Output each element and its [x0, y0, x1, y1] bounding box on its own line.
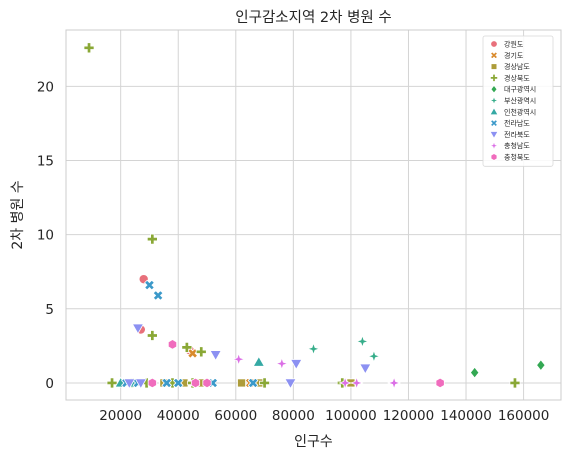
x-tick-label: 120000	[383, 408, 435, 424]
y-axis-label: 2차 병원 수	[10, 180, 26, 249]
data-point	[306, 341, 321, 356]
data-point	[274, 356, 289, 371]
data-point	[349, 375, 364, 390]
data-point	[181, 341, 193, 353]
legend-marker	[489, 51, 499, 60]
data-point	[247, 377, 259, 389]
grid	[66, 30, 561, 400]
y-tick-label: 20	[37, 79, 54, 95]
y-tick-label: 0	[45, 376, 54, 392]
x-tick-label: 60000	[214, 408, 257, 424]
data-point	[123, 378, 136, 390]
axis-ticks: 20000 40000 60000 80000 100000 120000 140000 16…	[37, 79, 550, 424]
legend-label: 경상남도	[504, 62, 530, 71]
data-point	[536, 359, 546, 372]
data-point	[509, 377, 521, 389]
legend-marker	[489, 107, 499, 116]
legend-label: 인천광역시	[504, 107, 536, 116]
legend: 강원도경기도경상남도경상북도대구광역시부산광역시인천광역시전라남도전라북도충청남…	[482, 35, 554, 167]
chart-title: 인구감소지역 2차 병원 수	[235, 9, 391, 26]
data-point	[190, 377, 201, 389]
data-point	[83, 42, 95, 54]
legend-label: 전라북도	[504, 130, 530, 139]
legend-marker	[490, 40, 498, 48]
legend-label: 경상북도	[504, 73, 530, 82]
legend-label: 경기도	[504, 51, 524, 60]
legend-marker	[488, 95, 500, 106]
data-point	[387, 375, 402, 390]
legend-label: 전라남도	[504, 119, 530, 128]
x-tick-label: 160000	[498, 408, 550, 424]
legend-marker	[489, 131, 499, 140]
data-point	[237, 378, 247, 388]
data-point	[134, 378, 148, 390]
data-point	[259, 377, 271, 389]
data-point	[202, 377, 212, 389]
data-point	[284, 378, 297, 390]
x-tick-label: 40000	[157, 408, 200, 424]
legend-marker	[490, 153, 498, 161]
data-point	[195, 346, 207, 358]
legend-label: 충청남도	[504, 141, 530, 150]
x-axis-label: 인구수	[294, 434, 333, 450]
legend-marker	[490, 84, 498, 94]
data-point	[144, 279, 155, 291]
data-points	[83, 42, 546, 390]
x-tick-label: 140000	[440, 408, 492, 424]
data-point	[231, 352, 246, 367]
plot-frame	[65, 29, 562, 401]
data-point	[161, 377, 173, 389]
legend-label: 충청북도	[504, 153, 530, 162]
legend-marker	[489, 119, 499, 128]
data-point	[338, 375, 353, 390]
data-point	[152, 290, 164, 301]
data-point	[252, 355, 266, 367]
legend-box	[482, 35, 554, 167]
legend-label: 대구광역시	[504, 85, 536, 94]
data-point	[131, 323, 145, 335]
legend-marker	[488, 140, 500, 152]
data-point	[209, 350, 222, 362]
legend-marker	[490, 63, 498, 70]
data-point	[469, 366, 480, 379]
legend-label: 부산광역시	[504, 96, 536, 105]
y-tick-label: 15	[37, 154, 54, 170]
data-point	[290, 359, 303, 370]
y-tick-label: 5	[45, 302, 54, 318]
data-point	[167, 339, 178, 350]
legend-label: 강원도	[504, 40, 524, 49]
x-tick-label: 100000	[325, 408, 377, 424]
data-point	[172, 377, 184, 389]
data-point	[106, 377, 118, 389]
data-point	[146, 330, 158, 341]
data-point	[355, 334, 370, 349]
y-tick-label: 10	[37, 228, 54, 244]
x-tick-label: 20000	[99, 408, 142, 424]
data-point	[147, 377, 157, 389]
data-point	[435, 377, 445, 389]
data-point	[359, 363, 372, 375]
data-point	[366, 349, 381, 364]
data-point	[146, 233, 158, 245]
legend-marker	[489, 73, 499, 82]
x-tick-label: 80000	[272, 408, 315, 424]
